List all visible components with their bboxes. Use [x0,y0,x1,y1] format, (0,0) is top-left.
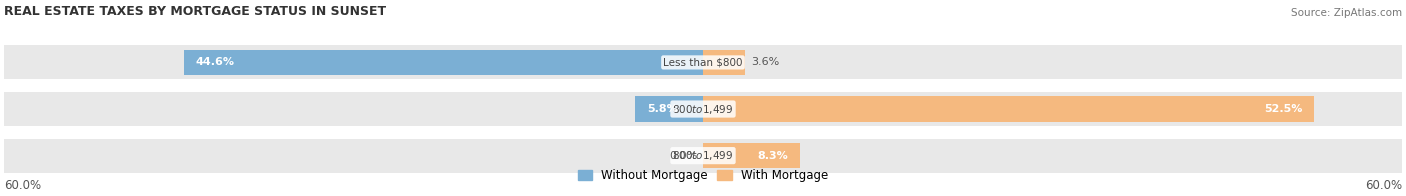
Bar [636,96,703,122]
Text: 3.6%: 3.6% [751,57,779,67]
Text: 44.6%: 44.6% [195,57,235,67]
Text: $800 to $1,499: $800 to $1,499 [672,149,734,162]
Text: 8.3%: 8.3% [758,151,787,161]
Bar [4,45,703,79]
Bar [703,139,1402,173]
Text: 52.5%: 52.5% [1264,104,1303,114]
Legend: Without Mortgage, With Mortgage: Without Mortgage, With Mortgage [574,164,832,187]
Text: Less than $800: Less than $800 [664,57,742,67]
Bar [703,45,1402,79]
Text: Source: ZipAtlas.com: Source: ZipAtlas.com [1291,8,1402,18]
Text: 0.0%: 0.0% [669,151,697,161]
Bar [4,92,703,126]
Bar [703,96,1315,122]
Text: 60.0%: 60.0% [1365,179,1402,192]
Bar [184,50,703,75]
Text: 5.8%: 5.8% [647,104,678,114]
Bar [4,139,703,173]
Bar [703,50,745,75]
Text: $800 to $1,499: $800 to $1,499 [672,103,734,115]
Bar [703,92,1402,126]
Text: REAL ESTATE TAXES BY MORTGAGE STATUS IN SUNSET: REAL ESTATE TAXES BY MORTGAGE STATUS IN … [4,5,387,18]
Text: 60.0%: 60.0% [4,179,41,192]
Bar [703,143,800,168]
